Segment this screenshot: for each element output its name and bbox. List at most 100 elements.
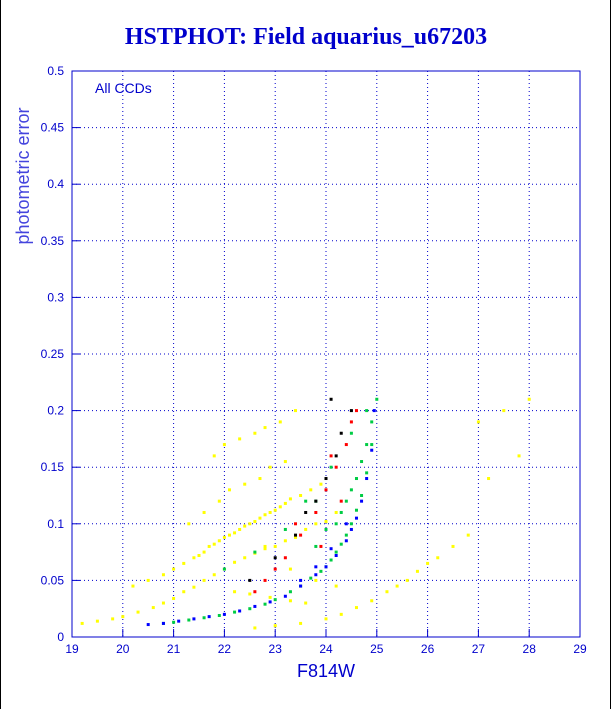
data-point: [415, 569, 419, 573]
x-axis-label: F814W: [297, 661, 355, 681]
data-point: [288, 497, 292, 501]
data-point: [278, 505, 282, 509]
data-point: [288, 590, 292, 594]
data-point: [263, 602, 267, 606]
data-point: [502, 409, 506, 413]
data-point: [426, 561, 430, 565]
y-tick-label-0.3: 0.3: [47, 290, 64, 304]
data-point: [187, 522, 191, 526]
data-point: [253, 431, 257, 435]
y-tick-label-0.2: 0.2: [47, 404, 64, 418]
data-point: [172, 567, 176, 571]
data-point: [339, 542, 343, 546]
data-point: [268, 595, 272, 599]
data-point: [273, 508, 277, 512]
data-point: [405, 578, 409, 582]
y-tick-label-0: 0: [57, 630, 64, 644]
data-point: [349, 522, 353, 526]
data-point: [349, 527, 353, 531]
data-point: [324, 565, 328, 569]
x-tick-label-19: 19: [65, 642, 79, 656]
data-point: [172, 597, 176, 601]
x-tick-label-25: 25: [370, 642, 384, 656]
chart-title: HSTPHOT: Field aquarius_u67203: [124, 24, 488, 50]
data-point: [314, 510, 318, 514]
data-point: [263, 547, 267, 551]
data-point: [370, 599, 374, 603]
data-point: [177, 619, 181, 623]
data-point: [299, 533, 303, 537]
data-point: [304, 510, 308, 514]
data-point: [299, 621, 303, 625]
data-point: [344, 539, 348, 543]
data-point: [354, 477, 358, 481]
data-point: [349, 431, 353, 435]
y-tick-label-0.4: 0.4: [47, 177, 64, 191]
frame-right: [610, 0, 611, 709]
data-point: [243, 524, 247, 528]
data-point: [324, 488, 328, 492]
data-point: [212, 454, 216, 458]
data-point: [192, 617, 196, 621]
data-point: [136, 610, 140, 614]
y-tick-label-0.15: 0.15: [41, 460, 65, 474]
data-point: [344, 443, 348, 447]
data-point: [202, 616, 206, 620]
data-point: [324, 527, 328, 531]
data-point: [294, 409, 298, 413]
data-point: [278, 420, 282, 424]
data-point: [360, 499, 364, 503]
x-tick-label-29: 29: [573, 642, 587, 656]
data-point: [329, 397, 333, 401]
data-point: [339, 499, 343, 503]
data-point: [121, 615, 125, 619]
data-point: [212, 542, 216, 546]
annotation-all-ccds: All CCDs: [95, 80, 152, 96]
data-point: [248, 592, 252, 596]
data-point: [253, 590, 257, 594]
x-tick-label-26: 26: [421, 642, 435, 656]
data-point: [309, 576, 313, 580]
data-point: [273, 556, 277, 560]
data-point: [344, 522, 348, 526]
data-point: [329, 547, 333, 551]
data-point: [375, 397, 379, 401]
y-tick-label-0.35: 0.35: [41, 234, 65, 248]
data-point: [288, 567, 292, 571]
data-point: [339, 431, 343, 435]
data-point: [324, 617, 328, 621]
data-point: [111, 617, 115, 621]
data-point: [294, 533, 298, 537]
data-point: [233, 560, 237, 564]
data-point: [354, 508, 358, 512]
data-point: [263, 544, 267, 548]
x-tick-label-24: 24: [319, 642, 333, 656]
data-point: [334, 454, 338, 458]
data-point: [309, 488, 313, 492]
data-point: [212, 573, 216, 577]
x-tick-label-27: 27: [472, 642, 486, 656]
data-point: [349, 420, 353, 424]
data-point: [334, 465, 338, 469]
data-point: [314, 522, 318, 526]
data-point: [283, 527, 287, 531]
data-point: [222, 612, 226, 616]
grid-layer: [72, 71, 580, 637]
data-point: [370, 420, 374, 424]
data-point: [354, 516, 358, 520]
data-point: [182, 590, 186, 594]
data-point: [227, 533, 231, 537]
data-point: [372, 409, 376, 413]
data-point: [476, 420, 480, 424]
data-point: [299, 494, 303, 497]
y-tick-label-0.5: 0.5: [47, 64, 64, 78]
data-point: [288, 599, 292, 603]
data-point: [334, 584, 338, 588]
y-tick-label-0.1: 0.1: [47, 517, 64, 531]
data-point: [370, 448, 374, 452]
data-point: [319, 569, 323, 573]
data-point: [344, 499, 348, 503]
data-point: [248, 607, 252, 611]
data-point: [233, 610, 237, 614]
data-point: [131, 584, 135, 588]
